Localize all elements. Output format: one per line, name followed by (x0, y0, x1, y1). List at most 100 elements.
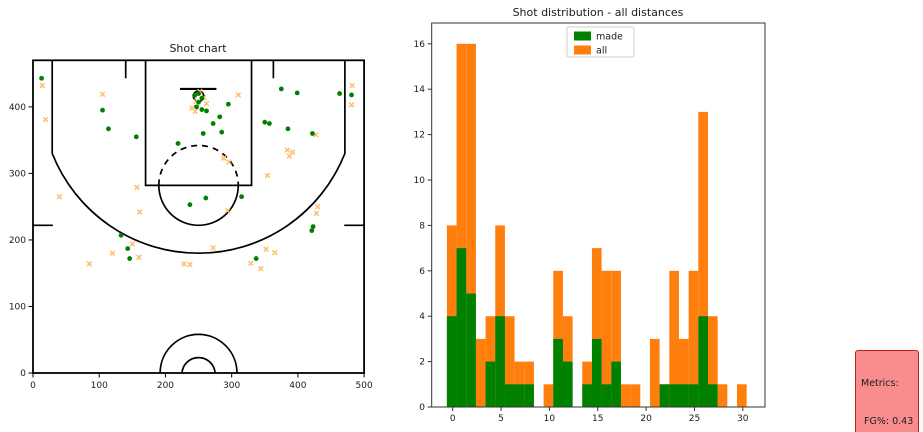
missed-shot-marker (192, 108, 199, 115)
hist-bar-made (698, 316, 708, 407)
made-shot-marker (127, 256, 133, 261)
made-shot-marker (239, 194, 244, 200)
missed-shot-marker (187, 261, 193, 268)
y-tick-label: 100 (9, 302, 26, 312)
x-tick-label: 200 (157, 381, 174, 391)
missed-shot-marker (134, 184, 140, 191)
hist-bar-all (649, 338, 660, 407)
hist-bar-all (698, 111, 708, 408)
made-shot-marker (203, 195, 209, 201)
x-tick-label: 300 (223, 381, 240, 391)
y-tick-label: 8 (419, 221, 425, 231)
made-shot-marker (125, 246, 131, 251)
hist-bar-all (601, 270, 612, 407)
missed-shot-marker (264, 172, 271, 179)
missed-shot-marker (257, 265, 264, 272)
made-shot-marker (267, 121, 272, 126)
made-shot-marker (278, 86, 284, 92)
hist-bar-made (601, 384, 612, 407)
three-point-line (51, 60, 346, 255)
hist-bar-all (475, 338, 486, 407)
y-tick-label: 16 (414, 40, 426, 50)
made-shot-marker (349, 92, 354, 98)
histogram-bars (446, 43, 747, 408)
legend-swatch-all (574, 45, 591, 55)
ft-circle-dashed (157, 144, 240, 186)
made-shot-marker (310, 131, 315, 136)
missed-shot-marker (224, 207, 231, 214)
missed-shot-marker (42, 116, 49, 123)
x-tick-label: 10 (544, 414, 556, 424)
hist-bar-all (611, 270, 621, 407)
histogram-title: Shot distribution - all distances (513, 6, 684, 19)
hist-bar-made (659, 384, 670, 407)
x-tick-label: 500 (356, 381, 373, 391)
missed-shot-marker (136, 254, 142, 261)
made-shot-marker (118, 232, 124, 238)
missed-shot-marker (39, 82, 46, 89)
y-tick-label: 14 (414, 85, 426, 95)
hist-bar-all (717, 384, 728, 407)
y-tick-label: 12 (414, 131, 425, 141)
y-tick-label: 4 (419, 312, 425, 322)
y-tick-label: 400 (9, 103, 26, 113)
made-shot-marker (337, 91, 342, 96)
hist-bar-made (485, 361, 496, 407)
shot-chart-points (39, 75, 356, 272)
hist-bar-made (504, 384, 515, 407)
x-tick-label: 5 (498, 414, 504, 424)
missed-shot-marker (210, 245, 216, 251)
hist-bar-all (620, 384, 631, 407)
missed-shot-marker (203, 100, 210, 107)
paint-lines (144, 60, 253, 187)
made-shot-marker (217, 114, 223, 120)
legend-label-all: all (596, 46, 607, 57)
hist-bar-made (524, 384, 534, 407)
missed-shot-marker (284, 147, 291, 153)
missed-shot-marker (248, 260, 254, 267)
missed-shot-marker (313, 210, 320, 217)
made-shot-marker (175, 141, 181, 146)
missed-shot-marker (226, 159, 232, 165)
hist-bar-all (630, 384, 641, 407)
hist-bar-all (678, 338, 689, 407)
hist-bar-all (456, 43, 467, 408)
missed-shot-marker (220, 155, 227, 161)
made-shot-marker (187, 202, 193, 208)
made-shot-marker (199, 95, 205, 101)
hist-bar-made (669, 384, 679, 407)
hist-bar-made (611, 361, 621, 407)
y-tick-label: 6 (419, 267, 425, 277)
histogram: Shot distribution - all distances 0 5 10 15… (414, 6, 766, 424)
made-shot-marker (100, 107, 105, 113)
hist-bar-made (678, 384, 689, 407)
shot-chart: Shot chart 0 100 200 300 400 500 0 100 200 300 400 (9, 42, 373, 391)
missed-shot-marker (136, 209, 143, 215)
made-shot-marker (200, 131, 206, 136)
made-shot-marker (199, 107, 205, 112)
hist-bar-made (591, 338, 602, 407)
metrics-fg: FG%: 0.43 (861, 415, 914, 427)
hist-bar-made (514, 384, 525, 407)
missed-shot-marker (109, 250, 116, 257)
missed-shot-marker (349, 82, 356, 89)
missed-shot-marker (129, 241, 136, 247)
hist-bar-made (446, 316, 457, 407)
hist-bar-all (466, 43, 476, 408)
made-shot-marker (210, 121, 216, 126)
hist-bar-all (504, 316, 515, 407)
made-shot-marker (204, 108, 209, 114)
x-tick-label: 0 (450, 414, 456, 424)
hist-bar-made (466, 293, 476, 407)
metrics-title: Metrics: (861, 378, 899, 390)
x-tick-label: 20 (640, 414, 652, 424)
shot-chart-axes: 0 100 200 300 400 500 0 100 200 300 400 (9, 103, 373, 391)
legend: made all (566, 26, 635, 58)
x-tick-label: 15 (592, 414, 603, 424)
x-tick-label: 400 (289, 381, 306, 391)
made-shot-marker (294, 90, 300, 96)
ft-circle-solid (157, 185, 240, 227)
legend-swatch-made (574, 31, 591, 41)
